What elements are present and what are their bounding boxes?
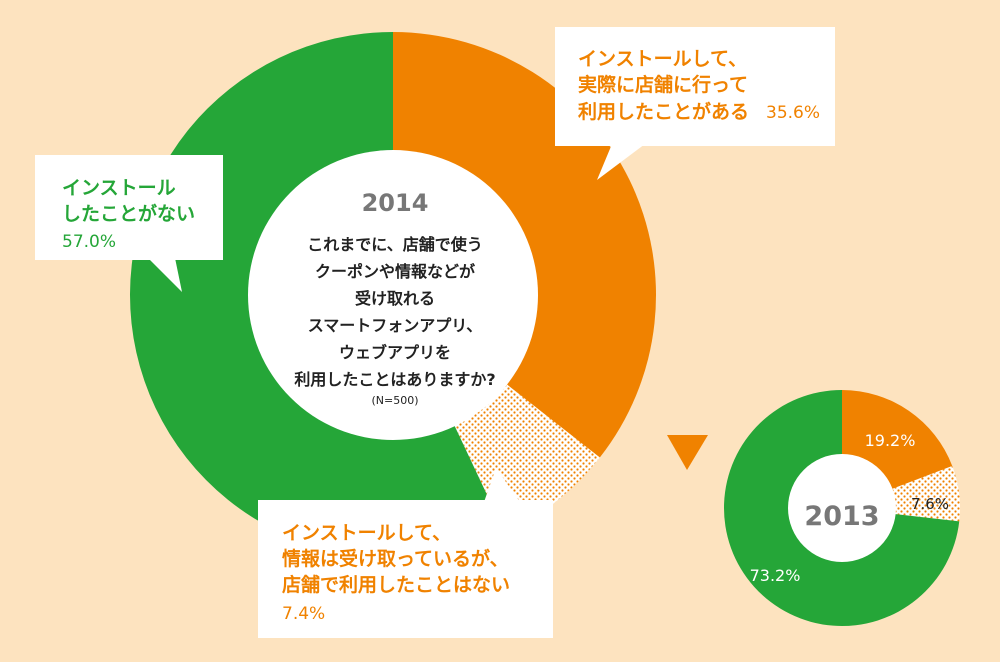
pie-2013-year: 2013 [804,501,879,532]
question-line: これまでに、店舗で使う [307,235,483,254]
callout-label-line: インストールして、 [578,48,747,70]
value-label-orange-2013: 19.2% [865,431,916,450]
pie-2014-center [248,150,538,440]
callout-not-installed: インストール したことがない 57.0% [35,155,223,292]
callout-label-line: したことがない [62,202,195,225]
pie-2014-year: 2014 [362,189,429,217]
callout-value: 35.6% [766,103,820,123]
sample-size: (N=500) [371,394,418,407]
callout-received-only: インストールして、 情報は受け取っているが、 店舗で利用したことはない 7.4% [258,468,553,638]
value-label-green-2013: 73.2% [750,566,801,585]
callout-value: 57.0% [62,232,116,252]
callout-value: 7.4% [282,604,325,624]
callout-label-line: インストール [62,177,176,199]
pie-2013-center [788,454,896,562]
pie-2014-question: これまでに、店舗で使う クーポンや情報などが 受け取れる スマートフォンアプリ、… [294,235,495,389]
callout-label-line: 情報は受け取っているが、 [282,547,509,570]
triangle-down-icon [667,435,708,470]
question-line: スマートフォンアプリ、 [308,316,483,335]
callout-used-in-store: インストールして、 実際に店舗に行って 利用したことがある 35.6% [555,27,835,180]
question-line: ウェブアプリを [339,343,451,362]
callout-label-line: 利用したことがある [578,100,749,123]
question-line: クーポンや情報などが [315,262,475,281]
callout-label-line: 店舗で利用したことはない [282,573,510,596]
question-line: 利用したことはありますか? [294,370,495,389]
callout-label-line: 実際に店舗に行って [578,73,748,96]
value-label-dots-2013: 7.6% [911,495,949,513]
question-line: 受け取れる [355,289,435,308]
callout-label-line: インストールして、 [282,522,451,544]
